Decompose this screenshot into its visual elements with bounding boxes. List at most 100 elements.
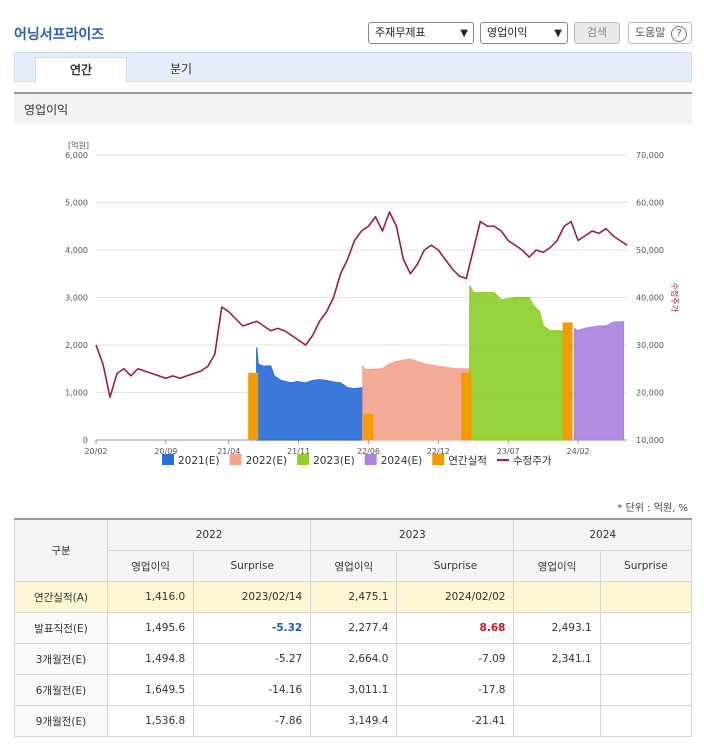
legend-swatch (432, 454, 445, 465)
earnings-chart: 0 1,000 2,000 3,000 4,000 5,000 6,000 10,000 20,… (65, 140, 680, 467)
table-cell: -7.86 (193, 705, 312, 737)
y2-tick-label: 60,000 (636, 199, 664, 208)
sub-header: 영업이익 (310, 550, 398, 582)
actual-bar (363, 413, 374, 440)
legend-label: 2022(E) (246, 455, 288, 467)
metric-select[interactable]: 영업이익 ▼ (480, 22, 568, 44)
estimate-area-2024e (573, 321, 625, 441)
x-tick-label: 20/02 (84, 447, 107, 456)
legend-swatch (229, 454, 242, 465)
legend-swatch (162, 454, 174, 465)
y-tick-label: 2,000 (65, 341, 88, 350)
help-icon: ? (671, 26, 687, 42)
x-tick-label: 20/09 (154, 447, 177, 456)
legend-label: 2024(E) (381, 455, 423, 467)
row-label: 3개월전(E) (14, 643, 108, 675)
table-cell (599, 643, 693, 675)
statement-select[interactable]: 주재무제표 ▼ (368, 22, 474, 44)
table-cell: -7.09 (396, 643, 515, 675)
search-button[interactable]: 검색 (574, 22, 620, 44)
x-tick-label: 21/04 (217, 447, 240, 456)
y2-tick-label: 30,000 (636, 341, 664, 350)
legend-label: 2023(E) (313, 455, 355, 467)
estimate-area-2022e (362, 358, 471, 441)
y2-axis-label: 수정주가 (670, 283, 680, 313)
table-row: 6개월전(E) 1,649.5 -14.16 3,011.1 -17.8 (14, 674, 693, 706)
table-cell (599, 612, 693, 644)
table-cell: -17.8 (396, 674, 515, 706)
table-cell: 2024/02/02 (396, 581, 515, 613)
row-label: 9개월전(E) (14, 705, 108, 737)
y2-tick-label: 10,000 (636, 436, 664, 445)
surprise-positive-cell: 8.68 (396, 612, 515, 644)
page-title: 어닝서프라이즈 (14, 27, 105, 43)
y2-tick-label: 40,000 (636, 294, 664, 303)
legend-swatch (297, 454, 310, 465)
table-cell: 1,494.8 (106, 643, 195, 675)
y2-tick-label: 20,000 (636, 389, 664, 398)
surprise-table: 구분 2022 2023 2024 영업이익 Surprise 영업이익 Sur… (14, 518, 693, 737)
table-cell: 1,495.6 (106, 612, 195, 644)
metric-select-value: 영업이익 (487, 26, 528, 39)
table-cell: -5.27 (193, 643, 312, 675)
year-header: 2023 (310, 518, 515, 551)
tab-annual[interactable]: 연간 (35, 57, 127, 83)
table-cell (513, 581, 601, 613)
year-header: 2024 (513, 518, 692, 551)
sub-header: 영업이익 (106, 550, 195, 582)
legend-label: 연간실적 (448, 455, 487, 467)
y2-tick-label: 50,000 (636, 246, 664, 255)
table-row: 연간실적(A) 1,416.0 2023/02/14 2,475.1 2024/… (14, 581, 693, 613)
table-cell: -21.41 (396, 705, 515, 737)
table-row: 3개월전(E) 1,494.8 -5.27 2,664.0 -7.09 2,34… (14, 643, 693, 675)
section-header: 영업이익 (14, 92, 692, 124)
table-cell: 1,416.0 (106, 581, 195, 613)
table-cell: 1,649.5 (106, 674, 195, 706)
y-axis-unit: [억원] (68, 140, 89, 150)
table-cell: 2,475.1 (310, 581, 398, 613)
unit-note: * 단위 : 억원, % (617, 503, 688, 514)
row-label: 6개월전(E) (14, 674, 108, 706)
help-label: 도움말 (635, 26, 666, 39)
table-cell (599, 674, 693, 706)
surprise-negative-cell: -5.32 (193, 612, 312, 644)
tab-quarterly[interactable]: 분기 (169, 62, 193, 76)
y-tick-label: 3,000 (65, 294, 88, 303)
sub-header: Surprise (396, 550, 515, 582)
sub-header: 영업이익 (513, 550, 601, 582)
table-cell: -14.16 (193, 674, 312, 706)
legend-label: 수정주가 (513, 455, 552, 467)
table-cell: 3,149.4 (310, 705, 398, 737)
table-cell: 2,277.4 (310, 612, 398, 644)
table-cell: 2,493.1 (513, 612, 601, 644)
x-tick-label: 22/06 (357, 447, 380, 456)
period-tabs: 연간 분기 (14, 52, 692, 83)
legend-swatch (364, 454, 377, 465)
actual-bar (248, 372, 259, 440)
col-group-label: 구분 (14, 518, 108, 582)
table-cell: 1,536.8 (106, 705, 195, 737)
header-bar: 어닝서프라이즈 주재무제표 ▼ 영업이익 ▼ 검색 도움말 ? (0, 0, 704, 50)
row-label: 발표직전(E) (14, 612, 108, 644)
x-tick-label: 22/12 (427, 447, 450, 456)
x-tick-label: 23/07 (497, 447, 520, 456)
table-cell: 2,664.0 (310, 643, 398, 675)
table-cell: 3,011.1 (310, 674, 398, 706)
chevron-down-icon: ▼ (554, 28, 562, 39)
section-title: 영업이익 (24, 103, 69, 117)
help-button[interactable]: 도움말 ? (628, 22, 692, 44)
row-label: 연간실적(A) (14, 581, 108, 613)
table-cell (513, 705, 601, 737)
sub-header: Surprise (599, 550, 693, 582)
sub-header: Surprise (193, 550, 312, 582)
table-cell (599, 581, 693, 613)
legend-label: 2021(E) (178, 455, 220, 467)
estimate-area-2021e (256, 347, 364, 441)
table-cell: 2023/02/14 (193, 581, 312, 613)
estimate-area-2023e (469, 285, 569, 441)
table-row: 발표직전(E) 1,495.6 -5.32 2,277.4 8.68 2,493… (14, 612, 693, 644)
year-header: 2022 (106, 518, 312, 551)
price-line (95, 211, 628, 399)
x-tick-label: 21/11 (287, 447, 310, 456)
y-tick-label: 5,000 (65, 199, 88, 208)
